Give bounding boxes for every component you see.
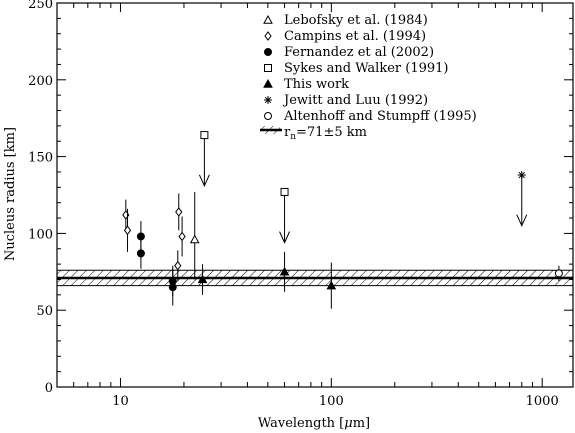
- legend-marker: [264, 48, 272, 56]
- legend-label: This work: [284, 77, 349, 92]
- x-axis-label: Wavelength [μm]: [258, 416, 370, 431]
- x-tick-label: 10: [112, 394, 129, 409]
- legend-marker: [263, 14, 273, 24]
- legend-label: Fernandez et al (2002): [284, 45, 434, 60]
- arrow-head: [279, 231, 291, 244]
- data-point-4-1: [279, 251, 290, 292]
- legend-marker: [264, 112, 272, 120]
- data-point-1-4: [174, 250, 182, 282]
- legend-label: Lebofsky et al. (1984): [284, 13, 428, 28]
- marker: [178, 231, 186, 242]
- data-point-1-1: [123, 208, 132, 252]
- marker: [174, 260, 182, 271]
- data-point-6-0: [554, 265, 563, 282]
- y-tick-label: 0: [45, 381, 53, 396]
- arrow-head: [516, 214, 528, 227]
- legend-entry-1: Campins et al. (1994): [264, 29, 426, 44]
- legend-marker: [263, 78, 273, 88]
- series-4: [197, 251, 337, 309]
- marker: [189, 234, 200, 244]
- legend-entry-5: Jewitt and Luu (1992): [264, 93, 428, 108]
- legend-entry-4: This work: [263, 77, 349, 92]
- data-point-3-0: [198, 131, 210, 187]
- legend: Lebofsky et al. (1984)Campins et al. (19…: [260, 13, 477, 142]
- data-point-3-1: [279, 187, 291, 244]
- data-point-4-0: [197, 264, 208, 295]
- legend-marker: [264, 64, 272, 72]
- legend-entry-6: Altenhoff and Stumpff (1995): [264, 109, 477, 124]
- marker: [175, 207, 183, 217]
- legend-marker: [264, 96, 272, 104]
- y-tick-label: 150: [28, 151, 53, 166]
- data-point-1-2: [175, 193, 183, 231]
- legend-marker: [264, 31, 272, 41]
- radius-band: [57, 269, 573, 287]
- marker: [197, 274, 208, 284]
- marker: [136, 249, 145, 258]
- legend-label: Jewitt and Luu (1992): [282, 93, 428, 108]
- marker: [554, 269, 563, 278]
- series-5: [516, 171, 528, 227]
- legend-entry-3: Sykes and Walker (1991): [264, 61, 449, 76]
- legend-label: Sykes and Walker (1991): [284, 61, 449, 76]
- marker: [200, 131, 209, 140]
- data-point-2-1: [136, 238, 145, 269]
- series-6: [554, 265, 563, 282]
- legend-entry-0: Lebofsky et al. (1984): [263, 13, 428, 28]
- data-point-5-0: [516, 171, 528, 227]
- legend-entry-2: Fernandez et al (2002): [264, 45, 434, 60]
- x-tick-label: 1000: [526, 394, 559, 409]
- data-point-2-3: [168, 268, 177, 306]
- series-1: [122, 193, 186, 282]
- legend-label: Altenhoff and Stumpff (1995): [283, 109, 477, 124]
- y-tick-label: 250: [28, 0, 53, 12]
- data-point-0-0: [189, 191, 200, 280]
- data-points: [122, 131, 563, 309]
- marker: [280, 187, 289, 196]
- marker: [279, 266, 290, 276]
- axes: 0 50 100 150 200 250 10 100 1000: [28, 0, 574, 409]
- marker: [517, 171, 526, 180]
- data-point-4-2: [326, 262, 337, 309]
- plot-frame: [56, 2, 574, 388]
- legend-band-label: rn=71±5 km: [284, 125, 367, 142]
- series-3: [198, 131, 291, 244]
- arrow-head: [198, 174, 210, 187]
- series-0: [189, 191, 200, 280]
- series-2: [136, 221, 177, 306]
- marker: [168, 283, 177, 292]
- legend-label: Campins et al. (1994): [284, 29, 426, 44]
- x-tick-label: 100: [319, 394, 344, 409]
- data-point-1-3: [178, 216, 186, 257]
- legend-entry-band: rn=71±5 km: [260, 125, 367, 142]
- y-tick-label: 200: [28, 74, 53, 89]
- y-axis-label: Nucleus radius [km]: [3, 127, 18, 261]
- marker: [123, 225, 132, 236]
- marker: [326, 280, 337, 290]
- y-tick-label: 100: [28, 227, 53, 242]
- y-tick-label: 50: [36, 304, 53, 319]
